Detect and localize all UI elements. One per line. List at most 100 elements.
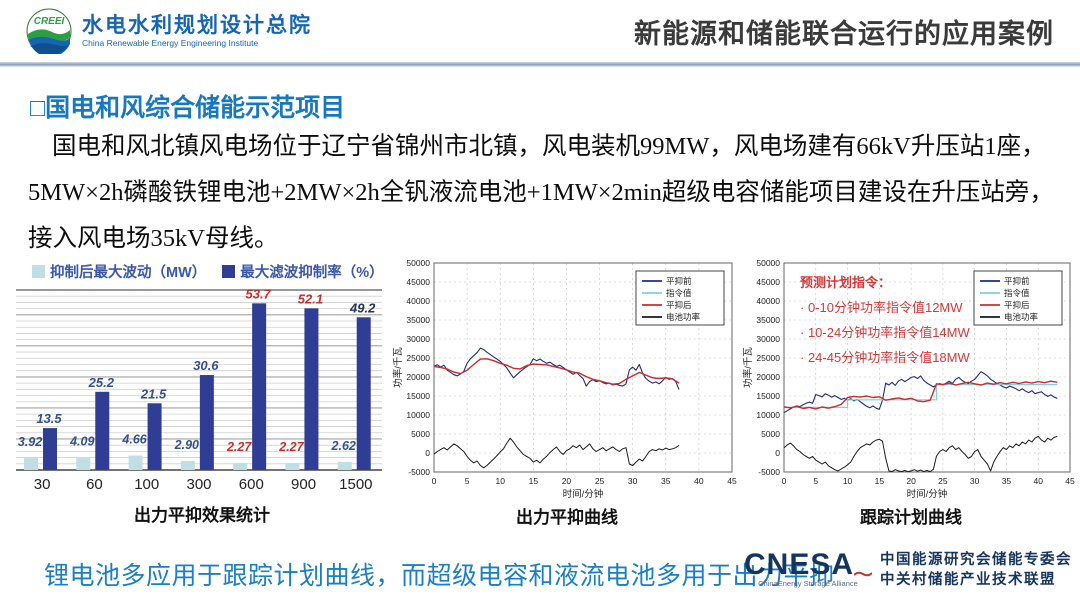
legend-entry-wave: 抑制后最大波动（MW） bbox=[32, 261, 206, 282]
creei-logo-mark: CREEI bbox=[34, 16, 65, 27]
legend-label-wave: 抑制后最大波动（MW） bbox=[50, 264, 207, 281]
svg-text:4.09: 4.09 bbox=[69, 434, 94, 448]
chart-caption-tracking: 跟踪计划曲线 bbox=[860, 508, 962, 527]
creei-logo-icon: CREEI bbox=[26, 8, 72, 54]
svg-text:45000: 45000 bbox=[406, 277, 430, 287]
cnesa-logo-left: CNESA ChinaEnergy Storage Alliance bbox=[743, 548, 872, 589]
svg-text:45: 45 bbox=[1065, 476, 1075, 486]
org-name-en: China Renewable Energy Engineering Insti… bbox=[82, 37, 259, 48]
svg-text:电池功率: 电池功率 bbox=[1004, 312, 1039, 322]
svg-text:50000: 50000 bbox=[406, 258, 430, 268]
svg-text:功率/千瓦: 功率/千瓦 bbox=[742, 347, 754, 388]
svg-text:5000: 5000 bbox=[761, 429, 780, 439]
svg-text:时间/分钟: 时间/分钟 bbox=[907, 488, 948, 500]
section-title: □国电和风综合储能示范项目 bbox=[30, 94, 346, 122]
svg-text:53.7: 53.7 bbox=[245, 286, 271, 301]
svg-text:电池功率: 电池功率 bbox=[666, 312, 701, 322]
svg-text:300: 300 bbox=[186, 476, 211, 493]
creei-logo: CREEI 水电水利规划设计总院 China Renewable Energy … bbox=[26, 8, 312, 54]
slide-title: 新能源和储能联合运行的应用案例 bbox=[634, 18, 1054, 49]
charts-row: 抑制后最大波动（MW） 最大滤波抑制率（%） 3.92 13.5 30 4.09 25.… bbox=[12, 258, 1080, 528]
tracking-line-chart-svg: -500005000100001500020000250003000035000… bbox=[742, 258, 1075, 500]
svg-text:2.90: 2.90 bbox=[174, 438, 199, 452]
svg-text:40: 40 bbox=[1033, 476, 1043, 486]
svg-text:10: 10 bbox=[843, 476, 853, 486]
svg-text:20000: 20000 bbox=[406, 372, 430, 382]
svg-text:30: 30 bbox=[34, 476, 51, 493]
legend-swatch-rate-icon bbox=[222, 264, 236, 278]
svg-text:40000: 40000 bbox=[406, 296, 430, 306]
svg-text:0: 0 bbox=[432, 476, 437, 486]
svg-text:指令值: 指令值 bbox=[666, 288, 692, 298]
bottom-note: 锂电池多应用于跟踪计划曲线，而超级电容和液流电池多用于出力平抑 bbox=[44, 562, 835, 590]
svg-text:25: 25 bbox=[595, 476, 605, 486]
svg-text:指令值: 指令值 bbox=[1004, 288, 1030, 298]
cnesa-wave-icon bbox=[854, 571, 872, 577]
svg-text:15: 15 bbox=[875, 476, 885, 486]
cnesa-subtitle: ChinaEnergy Storage Alliance bbox=[758, 579, 858, 589]
svg-text:30000: 30000 bbox=[406, 334, 430, 344]
svg-text:25000: 25000 bbox=[406, 353, 430, 363]
svg-text:25.2: 25.2 bbox=[88, 375, 115, 390]
svg-text:25: 25 bbox=[938, 476, 948, 486]
cnesa-logo: CNESA ChinaEnergy Storage Alliance 中国能源研… bbox=[744, 550, 1072, 590]
svg-text:-5000: -5000 bbox=[408, 467, 430, 477]
svg-text:2.27: 2.27 bbox=[226, 440, 252, 454]
svg-text:30: 30 bbox=[970, 476, 980, 486]
svg-text:时间/分钟: 时间/分钟 bbox=[563, 488, 604, 500]
svg-text:4.66: 4.66 bbox=[121, 433, 147, 447]
annotation-item: · 10-24分钟功率指令值14MW bbox=[800, 325, 970, 340]
svg-text:5000: 5000 bbox=[411, 429, 430, 439]
svg-text:10: 10 bbox=[495, 476, 505, 486]
svg-text:600: 600 bbox=[239, 476, 264, 493]
header-divider bbox=[0, 62, 1080, 67]
bar-chart-svg: 3.92 13.5 30 4.09 25.2 60 4.66 21.5 100 2.90 30.6 3… bbox=[16, 286, 382, 493]
legend-entry-rate: 最大滤波抑制率（%） bbox=[222, 261, 384, 282]
svg-text:3.92: 3.92 bbox=[18, 435, 42, 449]
header: CREEI 水电水利规划设计总院 China Renewable Energy … bbox=[0, 0, 1080, 62]
chart-caption-smoothing: 出力平抑曲线 bbox=[516, 508, 618, 527]
chart-caption-stats: 出力平抑效果统计 bbox=[134, 506, 270, 525]
svg-text:35000: 35000 bbox=[756, 315, 780, 325]
svg-text:13.5: 13.5 bbox=[36, 411, 62, 426]
bar-chart-legend: 抑制后最大波动（MW） 最大滤波抑制率（%） bbox=[12, 258, 392, 284]
svg-text:15000: 15000 bbox=[756, 391, 780, 401]
legend-swatch-wave-icon bbox=[32, 264, 45, 278]
svg-text:49.2: 49.2 bbox=[349, 300, 376, 315]
cnesa-org-line2: 中关村储能产业技术联盟 bbox=[880, 572, 1056, 588]
svg-text:5: 5 bbox=[465, 476, 470, 486]
creei-logo-texts: 水电水利规划设计总院 China Renewable Energy Engine… bbox=[82, 14, 312, 48]
svg-text:40: 40 bbox=[694, 476, 704, 486]
svg-text:-5000: -5000 bbox=[758, 467, 780, 477]
svg-text:35: 35 bbox=[661, 476, 671, 486]
svg-text:900: 900 bbox=[291, 476, 316, 493]
svg-text:100: 100 bbox=[134, 476, 159, 493]
svg-text:45: 45 bbox=[727, 476, 737, 486]
svg-text:15: 15 bbox=[529, 476, 539, 486]
svg-text:2.27: 2.27 bbox=[278, 440, 304, 454]
svg-text:5: 5 bbox=[813, 476, 818, 486]
svg-text:0: 0 bbox=[425, 448, 430, 458]
svg-text:25000: 25000 bbox=[756, 353, 780, 363]
annotation-title: 预测计划指令： bbox=[800, 275, 892, 290]
annotation-item: · 0-10分钟功率指令值12MW bbox=[800, 300, 963, 315]
svg-text:40000: 40000 bbox=[756, 296, 780, 306]
svg-text:35: 35 bbox=[1002, 476, 1012, 486]
svg-text:0: 0 bbox=[782, 476, 787, 486]
svg-text:20: 20 bbox=[562, 476, 572, 486]
svg-text:平抑后: 平抑后 bbox=[666, 300, 692, 310]
svg-text:10000: 10000 bbox=[406, 410, 430, 420]
svg-text:20000: 20000 bbox=[756, 372, 780, 382]
svg-text:30.6: 30.6 bbox=[193, 358, 219, 373]
org-name-cn: 水电水利规划设计总院 bbox=[82, 13, 312, 37]
svg-text:60: 60 bbox=[86, 476, 103, 493]
svg-text:功率/千瓦: 功率/千瓦 bbox=[392, 347, 404, 388]
svg-text:平抑后: 平抑后 bbox=[1004, 300, 1030, 310]
svg-text:45000: 45000 bbox=[756, 277, 780, 287]
cnesa-org-line1: 中国能源研究会储能专委会 bbox=[880, 552, 1072, 568]
svg-text:0: 0 bbox=[775, 448, 780, 458]
svg-text:21.5: 21.5 bbox=[140, 386, 167, 401]
svg-text:52.1: 52.1 bbox=[298, 291, 323, 306]
cnesa-name: CNESA bbox=[743, 548, 854, 582]
